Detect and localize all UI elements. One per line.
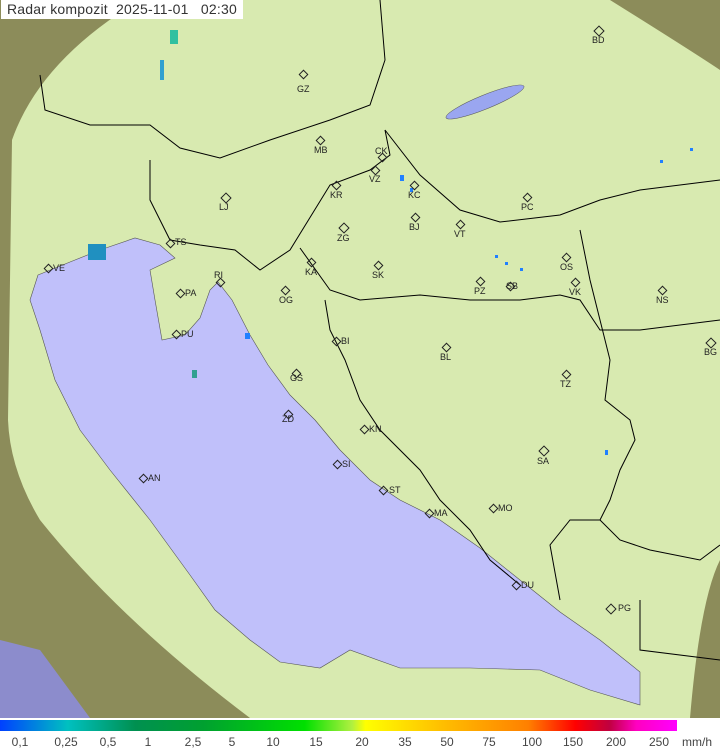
city-label-pa: PA xyxy=(185,288,197,298)
city-label-ts: TS xyxy=(175,237,187,247)
city-label-ve: VE xyxy=(53,263,66,273)
city-label-an: AN xyxy=(148,473,161,483)
sea-outside-coverage xyxy=(0,640,90,718)
city-label-pu: PU xyxy=(181,329,194,339)
city-label-bd: BD xyxy=(592,35,605,45)
map-title: Radar kompozit 2025-11-01 02:30 xyxy=(1,0,243,19)
city-label-gs: GS xyxy=(290,373,304,383)
city-label-bj: BJ xyxy=(409,222,420,232)
city-label-zd: ZD xyxy=(282,414,294,424)
city-label-pc: PC xyxy=(521,202,534,212)
lake-balaton xyxy=(445,84,525,120)
city-label-ka: KA xyxy=(305,267,318,277)
city-label-mb: MB xyxy=(314,145,328,155)
legend-tick-label: 0,25 xyxy=(54,735,78,749)
legend-tick-label: 35 xyxy=(398,735,412,749)
legend-tick-label: 0,5 xyxy=(99,735,117,749)
city-label-pz: PZ xyxy=(474,286,486,296)
legend-tick-label: 20 xyxy=(355,735,369,749)
title-label: Radar kompozit xyxy=(7,1,108,17)
adriatic-sea xyxy=(29,237,641,706)
legend-tick-label: 150 xyxy=(562,735,584,749)
city-label-vk: VK xyxy=(569,287,582,297)
city-label-sk: SK xyxy=(372,270,385,280)
city-label-ri: RI xyxy=(214,270,223,280)
legend-tick-label: 1 xyxy=(144,735,152,749)
city-label-sa: SA xyxy=(537,456,550,466)
legend-tick-label: 2,5 xyxy=(184,735,202,749)
city-label-vt: VT xyxy=(454,229,466,239)
city-label-ck: CK xyxy=(375,146,388,156)
city-label-du: DU xyxy=(521,580,534,590)
city-label-og: OG xyxy=(279,295,294,305)
legend-tick-label: 0,1 xyxy=(11,735,29,749)
title-date: 2025-11-01 xyxy=(116,1,189,17)
radar-echoes xyxy=(88,30,693,455)
city-label-tz: TZ xyxy=(560,379,571,389)
legend-tick-label: 5 xyxy=(228,735,236,749)
city-label-vz: VZ xyxy=(369,174,381,184)
city-label-gz: GZ xyxy=(297,84,310,94)
city-label-bl: BL xyxy=(440,352,452,362)
legend-tick-label: 15 xyxy=(309,735,323,749)
city-label-kr: KR xyxy=(330,190,343,200)
city-label-lj: LJ xyxy=(219,202,229,212)
legend-tick-label: 50 xyxy=(440,735,454,749)
country-borders xyxy=(39,0,720,661)
legend-tick-label: 250 xyxy=(648,735,670,749)
city-label-kc: KC xyxy=(408,190,421,200)
legend-unit: mm/h xyxy=(682,735,712,749)
legend-tick-label: 200 xyxy=(605,735,627,749)
legend-tick-label: 75 xyxy=(482,735,496,749)
legend-tick-label: 100 xyxy=(521,735,543,749)
city-label-ma: MA xyxy=(434,508,448,518)
city-label-si: SI xyxy=(342,459,351,469)
radar-map xyxy=(0,0,720,718)
city-label-os: OS xyxy=(560,262,574,272)
legend-tick-label: 10 xyxy=(266,735,280,749)
city-label-zg: ZG xyxy=(337,233,350,243)
city-label-st: ST xyxy=(389,485,401,495)
title-time: 02:30 xyxy=(200,1,237,17)
precipitation-legend-bar xyxy=(0,720,677,731)
city-label-bg: BG xyxy=(704,347,718,357)
city-label-sb: SB xyxy=(506,281,519,291)
city-label-pg: PG xyxy=(618,603,632,613)
city-label-kn: KN xyxy=(369,424,382,434)
city-label-bi: BI xyxy=(341,336,350,346)
city-label-ns: NS xyxy=(656,295,669,305)
city-label-mo: MO xyxy=(498,503,513,513)
